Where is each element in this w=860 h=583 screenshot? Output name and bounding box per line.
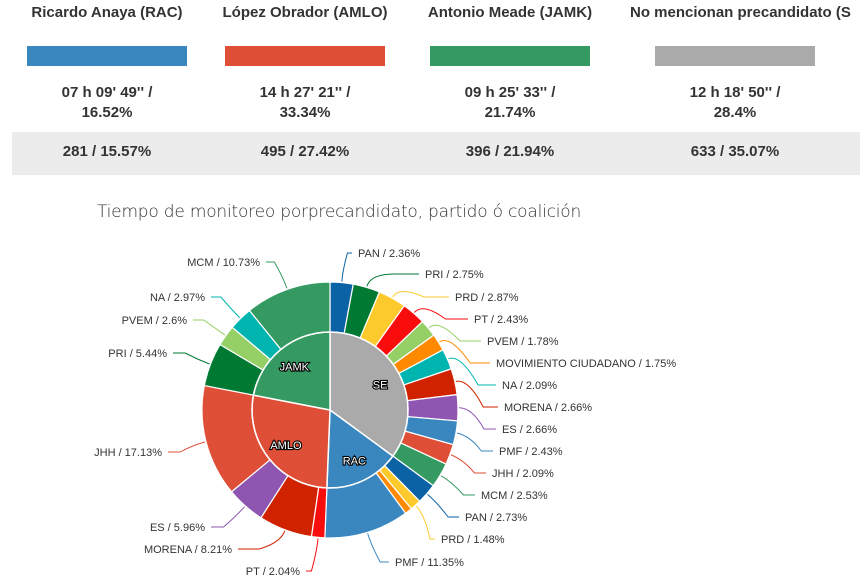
outer-slice-label: PAN / 2.73% [465, 512, 527, 524]
outer-slice-label: MCM / 2.53% [481, 490, 548, 502]
outer-slice-label: MORENA / 8.21% [144, 544, 232, 556]
label-connector [455, 380, 498, 408]
inner-slice-label: RAC [343, 456, 366, 468]
label-connector [173, 352, 210, 365]
candidate-color-bar [430, 46, 590, 66]
label-connector [211, 296, 241, 319]
label-connector [450, 454, 486, 474]
candidate-count: 633 / 35.07% [690, 143, 780, 160]
candidate-color-bar [655, 46, 815, 66]
outer-slice-label: ES / 5.96% [150, 522, 205, 534]
label-connector [238, 530, 286, 550]
inner-slice-label: SE [373, 380, 388, 392]
candidate-name: López Obrador (AMLO) [222, 4, 388, 21]
label-connector [266, 261, 288, 289]
outer-slice-label: PT / 2.43% [474, 314, 528, 326]
candidate-count: 281 / 15.57% [62, 143, 152, 160]
time-percent: 33.34% [279, 104, 331, 121]
outer-slice-label: NA / 2.97% [150, 292, 205, 304]
outer-slice-label: ES / 2.66% [502, 424, 557, 436]
label-connector [456, 432, 493, 452]
outer-slice-label: PRI / 2.75% [425, 269, 484, 281]
time-value: 07 h 09' 49'' / [61, 84, 153, 101]
outer-slice-label: PT / 2.04% [246, 566, 300, 578]
label-connector [439, 340, 490, 364]
candidate-time: 12 h 18' 50'' / 28.4% [630, 83, 840, 123]
time-value: 12 h 18' 50'' / [689, 84, 781, 101]
counts-row-background [12, 132, 860, 175]
outer-slice-label: PRD / 2.87% [455, 292, 519, 304]
candidate-name: No mencionan precandidato (S [630, 4, 851, 21]
outer-slice-label: MORENA / 2.66% [504, 402, 592, 414]
label-connector [440, 475, 475, 496]
time-percent: 21.74% [484, 104, 536, 121]
time-value: 09 h 25' 33'' / [464, 84, 556, 101]
candidate-time: 14 h 27' 21'' / 33.34% [200, 83, 410, 123]
chart-title: Tiempo de monitoreo porprecandidato, par… [97, 202, 582, 222]
candidate-name: Ricardo Anaya (RAC) [31, 4, 183, 21]
outer-slice-label: PAN / 2.36% [358, 248, 420, 260]
label-connector [414, 308, 468, 320]
candidate-name: Antonio Meade (JAMK) [427, 4, 593, 21]
candidate-count: 396 / 21.94% [465, 143, 555, 160]
label-connector [448, 357, 496, 386]
inner-slice-label: AMLO [270, 440, 302, 452]
time-percent: 16.52% [81, 104, 133, 121]
label-connector [168, 441, 206, 453]
label-connector [392, 291, 449, 298]
candidate-color-bar [27, 46, 187, 66]
label-connector [415, 505, 435, 540]
outer-slice-label: JHH / 17.13% [94, 447, 162, 459]
inner-slice-label: JAMK [280, 362, 310, 374]
label-connector [367, 533, 389, 563]
outer-slice-label: PVEM / 2.6% [122, 315, 188, 327]
candidate-time: 09 h 25' 33'' / 21.74% [405, 83, 615, 123]
label-connector [427, 494, 459, 518]
label-connector [211, 506, 245, 528]
ring-divider [251, 331, 409, 489]
outer-slice-label: MOVIMIENTO CIUDADANO / 1.75% [496, 358, 676, 370]
time-value: 14 h 27' 21'' / [259, 84, 351, 101]
outer-slice-label: PRD / 1.48% [441, 534, 505, 546]
label-connector [428, 324, 481, 342]
label-connector [306, 538, 319, 572]
candidate-time: 07 h 09' 49'' / 16.52% [2, 83, 212, 123]
outer-slice-label: PMF / 2.43% [499, 446, 563, 458]
label-connector [193, 319, 226, 336]
candidate-count: 495 / 27.42% [260, 143, 350, 160]
label-connector [458, 407, 496, 430]
outer-slice-label: PRI / 5.44% [108, 348, 167, 360]
outer-slice-label: JHH / 2.09% [492, 468, 554, 480]
label-connector [341, 252, 352, 282]
label-connector [366, 273, 419, 287]
outer-slice-label: NA / 2.09% [502, 380, 557, 392]
outer-slice-label: PMF / 11.35% [395, 557, 464, 569]
candidate-color-bar [225, 46, 385, 66]
outer-slice-label: PVEM / 1.78% [487, 336, 559, 348]
time-percent: 28.4% [713, 104, 757, 121]
outer-slice-label: MCM / 10.73% [187, 257, 260, 269]
